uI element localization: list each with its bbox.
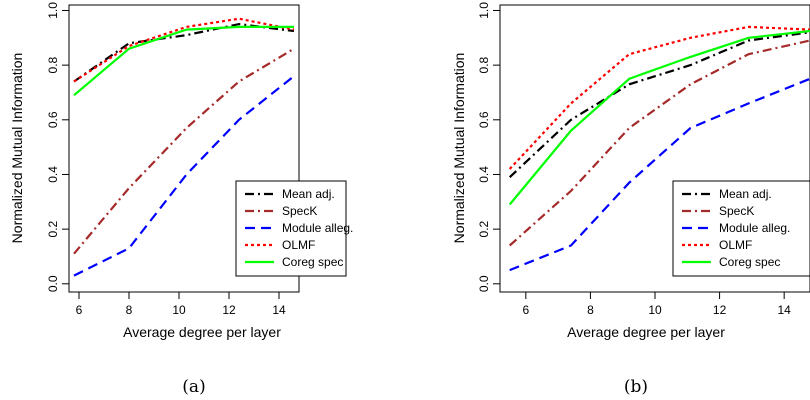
y-tick-label: 0.4: [46, 166, 60, 183]
x-tick-label: 6: [76, 303, 83, 317]
legend: Mean adj. SpecK Module alleg. OLMF Coreg spe…: [235, 180, 353, 277]
x-tick-label: 12: [222, 303, 236, 317]
legend-label: Coreg spec: [719, 255, 780, 269]
series-line-0: [73, 22, 295, 83]
series-line-3: [73, 17, 295, 83]
x-tick-label: 6: [522, 303, 529, 317]
series-lines: [508, 25, 810, 272]
legend-label: Module alleg.: [719, 221, 790, 235]
y-axis: 0.0 0.2 0.4 0.6 0.8 1.0: [477, 2, 500, 292]
y-tick-label: 0.2: [46, 220, 60, 237]
x-tick-label: 10: [172, 303, 186, 317]
x-tick-label: 10: [648, 303, 662, 317]
x-tick-label: 8: [126, 303, 133, 317]
y-tick-label: 0.8: [477, 56, 491, 73]
chart-panel-a: 6 8 10 12 14 0.0 0.2 0.4 0.6 0.8 1.0 Average degr…: [9, 2, 353, 397]
series-line-3: [508, 25, 810, 170]
series-line-2: [509, 77, 810, 272]
x-axis: 6 8 10 12 14: [522, 292, 791, 317]
plot-frame: [68, 4, 300, 293]
series-line-1: [73, 47, 295, 255]
caption: (a): [182, 377, 205, 397]
legend-label: SpecK: [719, 204, 754, 218]
y-tick-label: 0.0: [46, 275, 60, 292]
y-tick-label: 0.0: [477, 275, 491, 292]
legend-label: Mean adj.: [719, 187, 772, 201]
y-tick-label: 0.6: [46, 111, 60, 128]
x-axis: 6 8 10 12 14: [76, 292, 286, 317]
x-axis-title: Average degree per layer: [123, 324, 281, 340]
series-line-4: [73, 25, 294, 97]
y-tick-label: 0.6: [477, 111, 491, 128]
x-tick-label: 14: [272, 303, 286, 317]
y-axis-title: Normalized Mutual Information: [451, 53, 467, 244]
legend-label: Coreg spec: [282, 255, 343, 269]
x-tick-label: 8: [587, 303, 594, 317]
y-axis-title: Normalized Mutual Information: [9, 53, 25, 244]
x-tick-label: 14: [777, 303, 791, 317]
legend-label: Module alleg.: [282, 221, 353, 235]
series-line-1: [508, 39, 810, 247]
y-axis: 0.0 0.2 0.4 0.6 0.8 1.0: [46, 2, 69, 292]
legend-box: [672, 180, 810, 277]
legend-label: OLMF: [719, 238, 752, 252]
legend-label: OLMF: [282, 238, 315, 252]
caption: (b): [624, 377, 648, 397]
y-tick-label: 1.0: [477, 2, 491, 19]
series-line-4: [508, 29, 810, 206]
chart-panel-b: 6 8 10 12 14 0.0 0.2 0.4 0.6 0.8 1.0 Average degr…: [451, 2, 810, 397]
series-line-0: [508, 31, 810, 179]
x-tick-label: 12: [713, 303, 727, 317]
y-tick-label: 1.0: [46, 2, 60, 19]
y-tick-label: 0.4: [477, 166, 491, 183]
legend: Mean adj. SpecK Module alleg. OLMF Coreg spe…: [672, 180, 810, 277]
x-axis-title: Average degree per layer: [567, 324, 725, 340]
series-lines: [73, 17, 295, 277]
legend-label: SpecK: [282, 204, 317, 218]
y-tick-label: 0.2: [477, 220, 491, 237]
y-tick-label: 0.8: [46, 56, 60, 73]
series-line-2: [73, 75, 295, 277]
legend-label: Mean adj.: [282, 187, 335, 201]
